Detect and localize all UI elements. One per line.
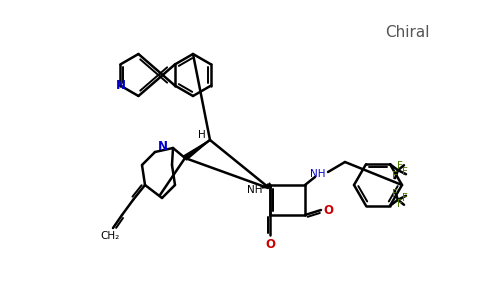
Text: NH: NH xyxy=(247,185,263,195)
Text: CH₂: CH₂ xyxy=(100,231,120,241)
Text: F: F xyxy=(397,199,403,209)
Text: N: N xyxy=(116,79,126,92)
Text: F: F xyxy=(392,189,398,199)
Text: O: O xyxy=(323,203,333,217)
Text: H: H xyxy=(198,130,206,140)
Text: N: N xyxy=(158,140,168,154)
Text: NH: NH xyxy=(310,169,326,179)
Text: F: F xyxy=(402,167,408,177)
Text: F: F xyxy=(397,161,403,171)
Text: O: O xyxy=(265,238,275,251)
Polygon shape xyxy=(183,140,210,160)
Text: Chiral: Chiral xyxy=(385,25,430,40)
Text: F: F xyxy=(402,193,408,203)
Text: F: F xyxy=(392,171,398,181)
